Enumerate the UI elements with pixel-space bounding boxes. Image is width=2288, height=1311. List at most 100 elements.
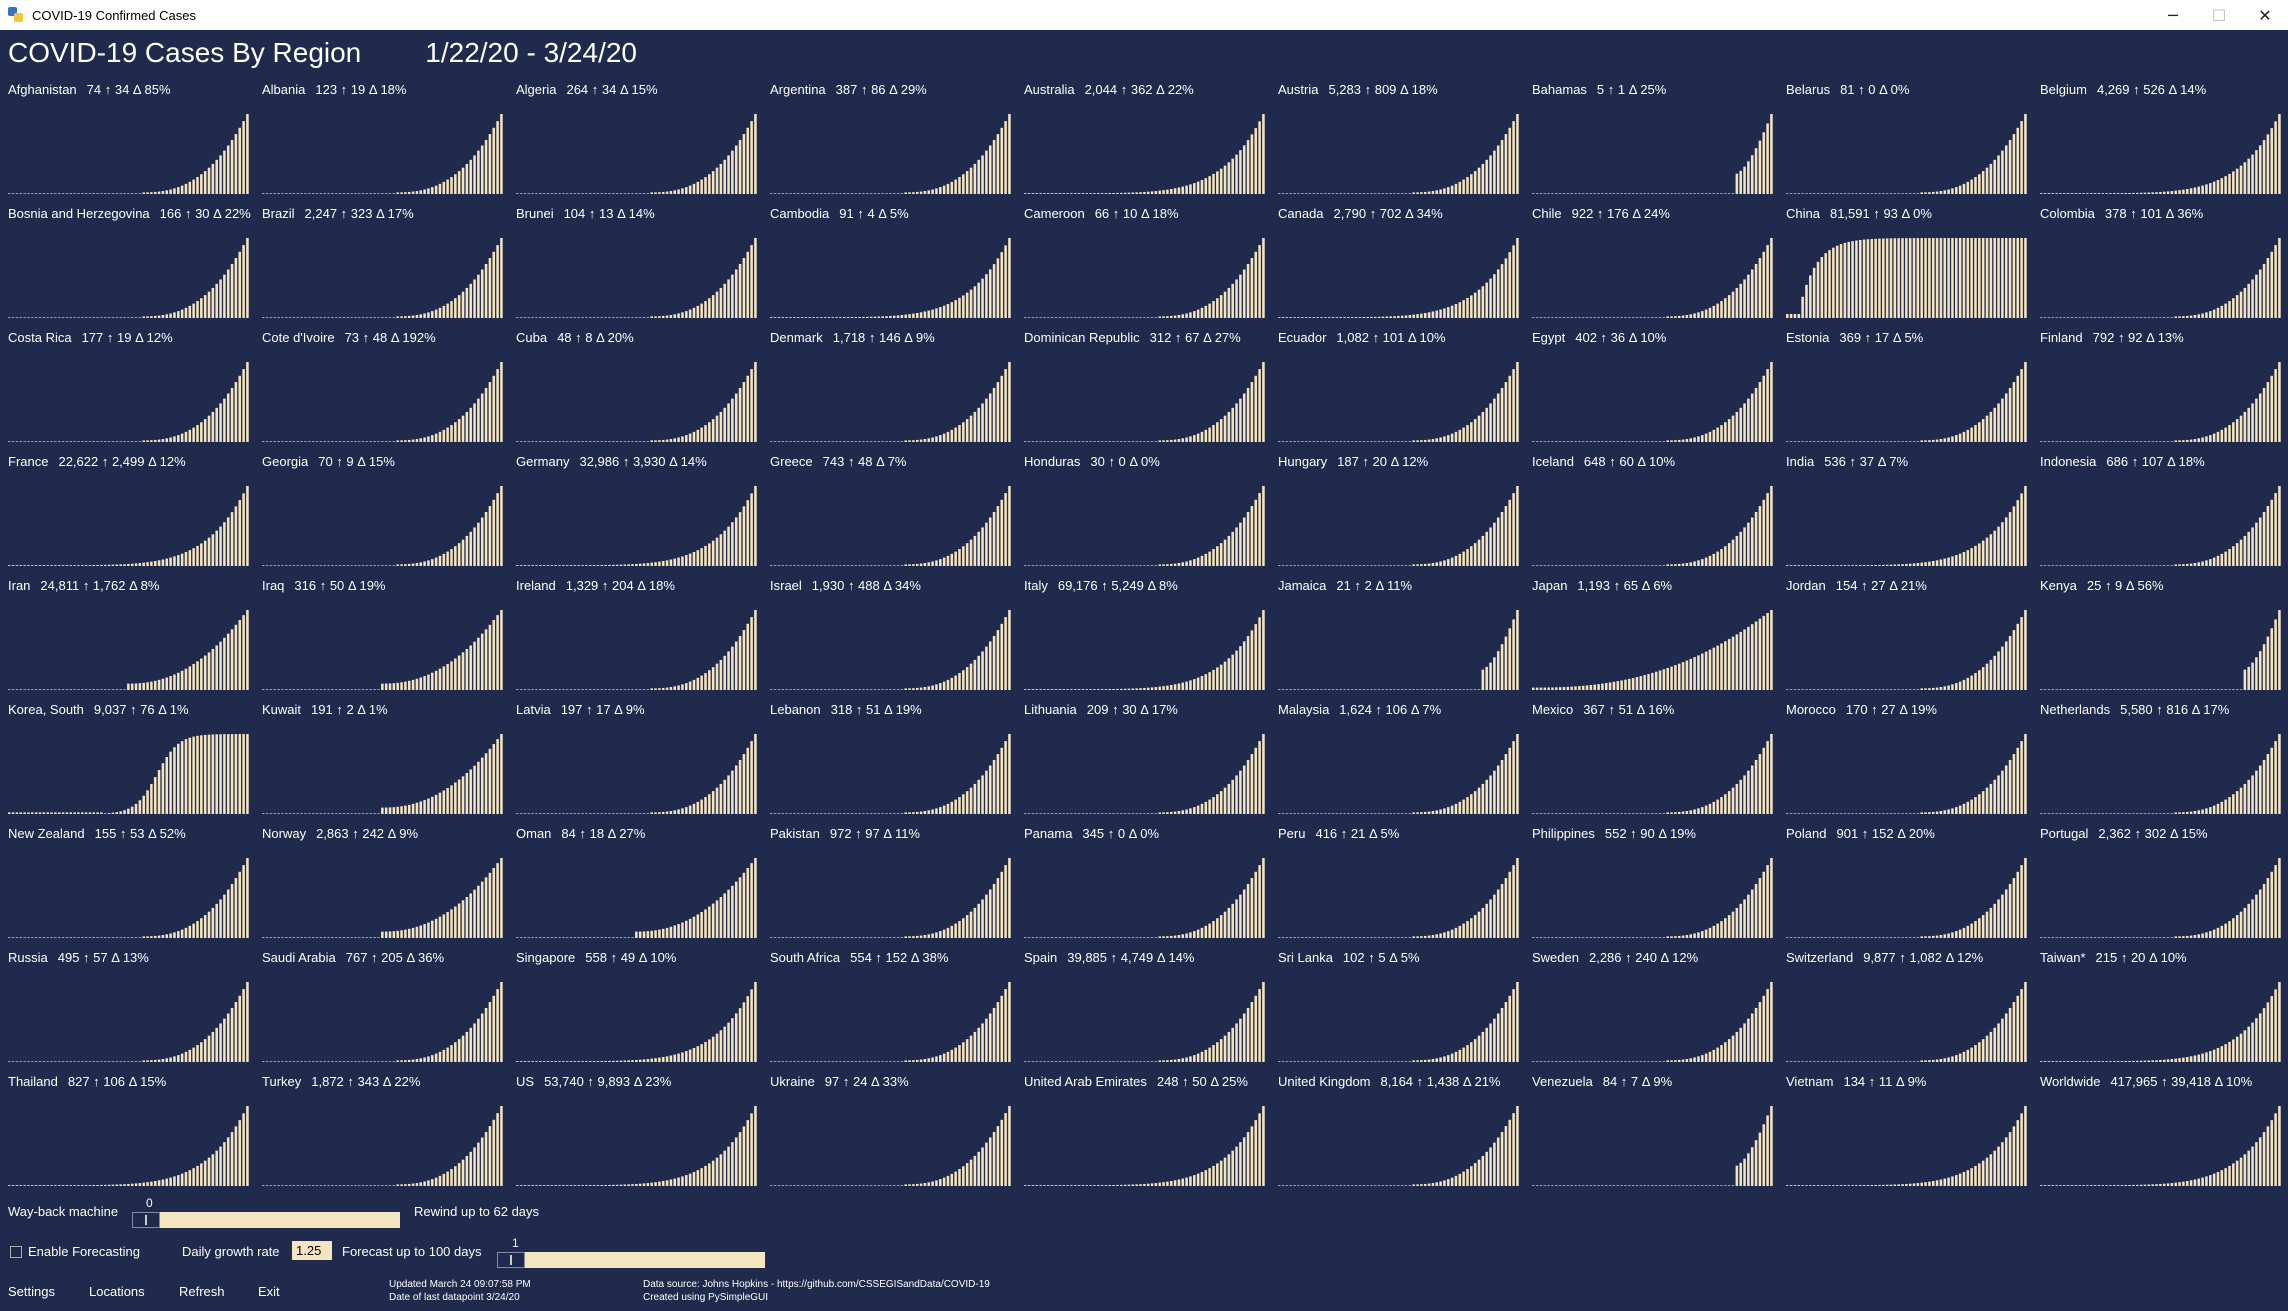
maximize-button[interactable]: ☐ — [2211, 5, 2227, 25]
sparkline-bar — [1316, 193, 1319, 194]
sparkline-bar — [150, 1181, 153, 1186]
sparkline-bar — [881, 937, 884, 938]
sparkline-bar — [200, 1042, 203, 1062]
sparkline-bar — [2182, 1057, 2185, 1062]
sparkline-bar — [1566, 1061, 1570, 1062]
sparkline-bar — [554, 937, 557, 938]
sparkline-bar — [1943, 438, 1947, 442]
region-stats: 32,986 ↑ 3,930 Δ 14% — [579, 454, 707, 469]
sparkline-bar — [2247, 407, 2250, 442]
sparkline-bar — [77, 1061, 80, 1062]
sparkline-bar — [1562, 813, 1566, 814]
sparkline-bar — [573, 441, 577, 442]
sparkline-bar — [1354, 689, 1358, 690]
sparkline-bar — [912, 440, 915, 442]
sparkline-bar — [1008, 238, 1011, 318]
sparkline-bar — [484, 629, 488, 690]
sparkline-bar — [1858, 441, 1862, 442]
region-stats: 104 ↑ 13 Δ 14% — [563, 206, 655, 221]
sparkline-bar — [754, 362, 757, 442]
sparkline-bar — [1189, 560, 1192, 566]
sparkline-bar — [1612, 193, 1616, 194]
sparkline-bar — [2166, 813, 2170, 814]
region-label: Switzerland 9,877 ↑ 1,082 Δ 12% — [1786, 950, 2034, 965]
sparkline-bar — [1901, 813, 1904, 814]
sparkline-bar — [692, 183, 696, 194]
sparkline-bar — [377, 1061, 380, 1062]
sparkline-bar — [2097, 565, 2101, 566]
sparkline-bar — [2232, 422, 2235, 442]
sparkline-bar — [1670, 936, 1673, 938]
sparkline-bar — [1824, 565, 1827, 566]
sparkline-bar — [1489, 527, 1492, 566]
sparkline-bar — [1766, 741, 1769, 814]
sparkline-bar — [288, 937, 292, 938]
region-stats: 197 ↑ 17 Δ 9% — [560, 702, 645, 717]
sparkline-bar — [465, 648, 469, 690]
sparkline-bar — [431, 559, 434, 566]
sparkline-bar — [1066, 1061, 1069, 1062]
sparkline-bar — [226, 393, 230, 442]
sparkline-bar — [1604, 441, 1608, 442]
sparkline-bar — [1481, 286, 1485, 318]
sparkline-bar — [1504, 506, 1508, 566]
sparkline-bar — [1943, 190, 1947, 194]
sparkline-bar — [692, 431, 696, 442]
sparkline-bar — [134, 317, 138, 318]
sparkline-bar — [1458, 801, 1462, 814]
sparkline-bar — [1408, 937, 1412, 938]
sparkline-bar — [1181, 562, 1185, 566]
sparkline-bar — [727, 775, 730, 814]
sparkline-bar — [1143, 1061, 1146, 1062]
sparkline-bar — [381, 931, 384, 938]
region-card: Malaysia 1,624 ↑ 106 Δ 7% — [1270, 696, 1524, 820]
sparkline-bar — [2235, 915, 2239, 938]
sparkline-bar — [1404, 1061, 1408, 1062]
sparkline-bar — [273, 565, 277, 566]
sparkline-bar — [1189, 932, 1192, 938]
sparkline-bar — [1343, 1061, 1346, 1062]
sparkline-bar — [1120, 565, 1123, 566]
sparkline-bar — [1089, 689, 1092, 690]
sparkline-bar — [1112, 813, 1115, 814]
sparkline-bar — [1862, 1061, 1866, 1062]
sparkline-bar — [734, 145, 738, 194]
region-sparkline — [2040, 858, 2281, 938]
sparkline-bar — [2063, 565, 2066, 566]
region-label: Greece 743 ↑ 48 Δ 7% — [770, 454, 1018, 469]
sparkline-bar — [1389, 316, 1392, 318]
sparkline-bar — [315, 317, 319, 318]
sparkline-bar — [1720, 797, 1723, 814]
region-card: Panama 345 ↑ 0 Δ 0% — [1016, 820, 1270, 944]
sparkline-bar — [238, 127, 242, 194]
sparkline-bar — [1154, 191, 1158, 194]
sparkline-bar — [2024, 362, 2027, 442]
sparkline-bar — [1420, 936, 1423, 938]
sparkline-bar — [719, 896, 723, 938]
sparkline-bar — [188, 925, 192, 938]
sparkline-bar — [1039, 1061, 1042, 1062]
sparkline-bar — [793, 689, 796, 690]
sparkline-bar — [900, 441, 904, 442]
sparkline-bar — [46, 1185, 49, 1186]
region-stats: 9,877 ↑ 1,082 Δ 12% — [1863, 950, 1984, 965]
sparkline-bar — [46, 565, 49, 566]
sparkline-bar — [1258, 865, 1261, 938]
minimize-button[interactable]: ─ — [2168, 5, 2178, 25]
sparkline-bar — [973, 1031, 977, 1062]
sparkline-bar — [793, 1061, 796, 1062]
sparkline-bar — [15, 812, 19, 814]
sparkline-bar — [19, 565, 23, 566]
sparkline-bar — [812, 193, 815, 194]
sparkline-bar — [1420, 689, 1423, 690]
sparkline-bar — [496, 863, 499, 938]
sparkline-bar — [319, 689, 323, 690]
close-button[interactable]: ✕ — [2258, 5, 2272, 25]
sparkline-bar — [1362, 813, 1366, 814]
sparkline-bar — [373, 441, 376, 442]
sparkline-bar — [219, 403, 222, 442]
sparkline-bar — [2055, 1061, 2058, 1062]
sparkline-bar — [1558, 565, 1562, 566]
sparkline-bar — [300, 937, 303, 938]
sparkline-bar — [1427, 935, 1431, 938]
